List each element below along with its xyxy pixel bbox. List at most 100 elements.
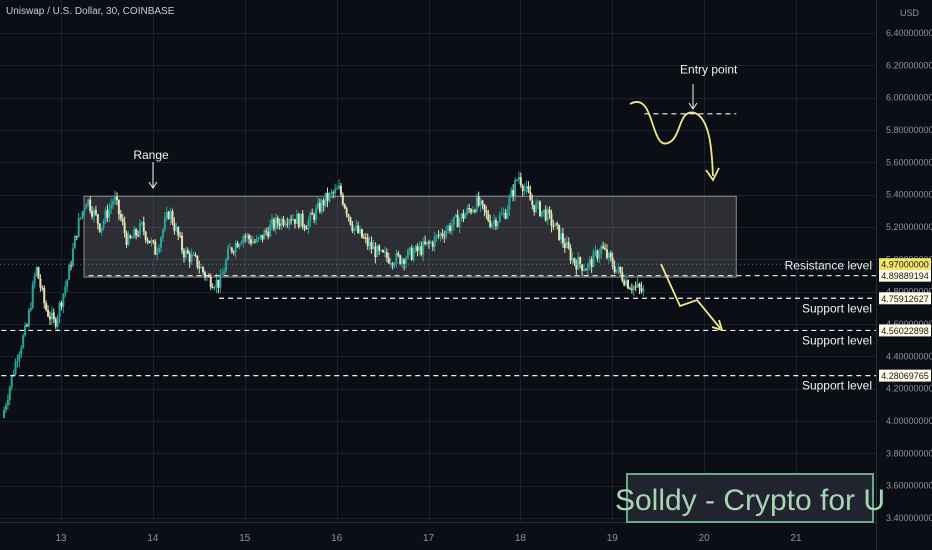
candle-up (404, 258, 407, 265)
y-tick-label: 4.60000000 (886, 319, 932, 329)
price-tag-box (879, 324, 931, 337)
candle-down (533, 205, 536, 212)
candle-up (104, 210, 107, 222)
candle-up (205, 276, 208, 278)
candle-down (194, 254, 197, 256)
candle-down (75, 235, 78, 237)
candle-up (617, 266, 620, 270)
candle-down (529, 191, 532, 201)
y-tick-label: 6.40000000 (886, 28, 932, 38)
candle-up (372, 246, 375, 250)
price-tag-box (879, 369, 931, 382)
candle-down (420, 246, 423, 255)
candle-down (531, 200, 534, 206)
candle-down (115, 196, 118, 200)
candle-down (278, 223, 281, 227)
candle-down (313, 214, 316, 220)
candle-up (274, 217, 277, 229)
candle-up (3, 409, 6, 418)
candle-up (460, 213, 463, 220)
candle-down (135, 229, 138, 236)
candle-down (123, 222, 126, 233)
candle-up (554, 223, 557, 227)
candle-down (326, 192, 329, 201)
y-tick-label: 3.40000000 (886, 513, 932, 523)
candle-down (351, 224, 354, 232)
resistance-level-label: Resistance level (785, 259, 872, 273)
candle-up (452, 216, 455, 226)
candle-down (37, 267, 40, 279)
candle-up (447, 225, 450, 231)
price-tag-text: 4.89889194 (881, 271, 929, 281)
candle-up (133, 229, 136, 238)
candle-up (383, 251, 386, 253)
candle-down (152, 240, 155, 242)
candle-up (389, 263, 392, 265)
range-arrow-head (148, 181, 158, 189)
candle-down (339, 185, 342, 195)
y-tick-label: 5.80000000 (886, 125, 932, 135)
candle-up (491, 223, 494, 227)
candle-down (596, 250, 599, 259)
candle-down (181, 235, 184, 251)
grid-lines (0, 0, 876, 522)
candle-down (196, 255, 199, 267)
candle-down (106, 210, 109, 218)
y-tick-label: 4.00000000 (886, 416, 932, 426)
candle-up (334, 189, 337, 194)
candle-down (345, 208, 348, 215)
candle-down (634, 286, 637, 288)
candle-up (280, 218, 283, 227)
x-tick-label: 15 (239, 533, 251, 544)
candle-down (91, 211, 94, 217)
candle-down (248, 235, 251, 240)
candle-up (498, 214, 501, 222)
range-annotation: Range (133, 148, 169, 162)
candle-down (60, 302, 63, 307)
candle-down (311, 213, 314, 215)
candle-down (322, 200, 325, 206)
candle-down (385, 251, 388, 258)
candle-down (186, 249, 189, 254)
candle-down (146, 239, 149, 241)
candle-up (600, 246, 603, 255)
y-tick-label: 5.40000000 (886, 190, 932, 200)
x-tick-label: 16 (331, 533, 343, 544)
candle-down (441, 233, 444, 236)
candle-up (454, 214, 457, 217)
candle-down (121, 218, 124, 223)
candle-up (320, 200, 323, 212)
candle-up (257, 237, 260, 240)
candle-up (56, 317, 59, 327)
candle-up (359, 229, 362, 233)
candle-down (544, 209, 547, 221)
candle-up (14, 361, 17, 375)
x-tick-label: 19 (607, 533, 619, 544)
candle-up (184, 249, 187, 258)
candle-up (64, 286, 67, 294)
candle-down (613, 266, 616, 273)
candle-down (177, 227, 180, 236)
candle-up (546, 209, 549, 221)
x-tick-label: 20 (699, 533, 711, 544)
candle-up (598, 254, 601, 259)
candle-down (209, 276, 212, 288)
candle-up (215, 279, 218, 288)
candle-up (16, 360, 19, 362)
candle-down (70, 265, 73, 267)
x-tick-label: 21 (790, 533, 802, 544)
candle-up (163, 218, 166, 230)
candle-down (117, 199, 120, 215)
candle-down (437, 235, 440, 237)
candle-up (353, 228, 356, 232)
candle-up (315, 208, 318, 220)
candle-up (607, 252, 610, 258)
forecast-curve (629, 101, 714, 177)
candle-up (22, 335, 25, 348)
candle-up (271, 219, 274, 225)
candle-up (560, 233, 563, 240)
candle-down (290, 219, 293, 221)
